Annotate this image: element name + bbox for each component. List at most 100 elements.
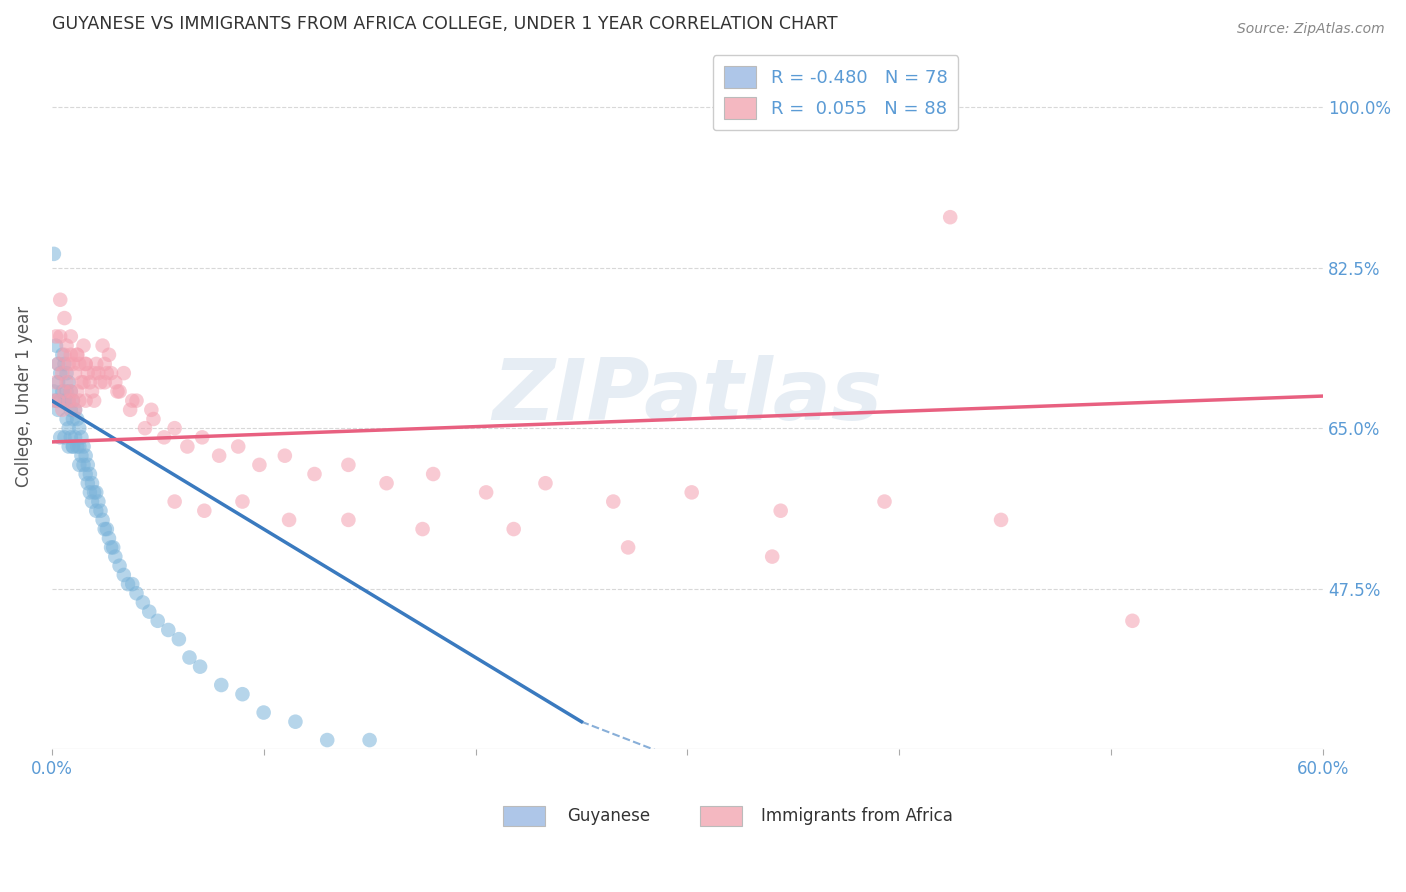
Point: [142, 412, 165, 426]
Point: [681, 485, 703, 500]
Point: [107, 384, 129, 399]
Point: [53, 348, 76, 362]
Point: [70, 449, 93, 463]
Point: [51, 348, 73, 362]
Point: [62, 393, 84, 408]
Point: [79, 376, 101, 390]
Point: [53, 430, 76, 444]
Point: [51, 384, 73, 399]
Point: [58, 393, 80, 408]
Point: [100, 366, 122, 380]
Point: [55, 366, 77, 380]
Point: [337, 513, 360, 527]
Point: [62, 440, 84, 454]
Point: [125, 586, 148, 600]
Point: [80, 476, 103, 491]
Point: [75, 357, 97, 371]
Point: [46, 357, 69, 371]
Point: [45, 338, 67, 352]
Point: [63, 402, 86, 417]
Point: [602, 494, 624, 508]
Point: [208, 449, 231, 463]
Point: [53, 357, 76, 371]
Point: [59, 384, 82, 399]
Point: [163, 421, 186, 435]
Point: [62, 440, 84, 454]
Point: [59, 384, 82, 399]
Point: [59, 348, 82, 362]
Point: [422, 467, 444, 481]
Point: [91, 338, 114, 352]
Point: [75, 357, 97, 371]
Point: [91, 513, 114, 527]
FancyBboxPatch shape: [503, 805, 546, 825]
Point: [231, 687, 253, 701]
Point: [284, 714, 307, 729]
Point: [63, 430, 86, 444]
Point: [66, 348, 89, 362]
Point: [253, 706, 276, 720]
Point: [45, 376, 67, 390]
Point: [53, 311, 76, 326]
Point: [62, 412, 84, 426]
Point: [475, 485, 498, 500]
Point: [939, 210, 962, 224]
Point: [49, 329, 72, 343]
Point: [96, 366, 118, 380]
Point: [134, 421, 156, 435]
Point: [45, 329, 67, 343]
Point: [72, 376, 94, 390]
Point: [72, 458, 94, 472]
Point: [96, 522, 118, 536]
Point: [83, 366, 105, 380]
Point: [100, 541, 122, 555]
Point: [617, 541, 640, 555]
Point: [45, 393, 67, 408]
Point: [67, 440, 90, 454]
Point: [63, 366, 86, 380]
Point: [125, 393, 148, 408]
Point: [75, 467, 97, 481]
Point: [249, 458, 271, 472]
Point: [167, 632, 190, 647]
Point: [108, 384, 131, 399]
Point: [58, 440, 80, 454]
Point: [93, 376, 115, 390]
Point: [46, 402, 69, 417]
Point: [87, 366, 110, 380]
Point: [59, 430, 82, 444]
Point: [76, 476, 98, 491]
Point: [58, 393, 80, 408]
Point: [80, 494, 103, 508]
Point: [55, 384, 77, 399]
Point: [1121, 614, 1143, 628]
Point: [66, 440, 89, 454]
Point: [76, 458, 98, 472]
Point: [63, 402, 86, 417]
Point: [79, 485, 101, 500]
Point: [58, 421, 80, 435]
Point: [59, 329, 82, 343]
Text: ZIPatlas: ZIPatlas: [492, 354, 883, 438]
Point: [990, 513, 1012, 527]
Point: [120, 402, 142, 417]
Point: [375, 476, 398, 491]
Point: [76, 366, 98, 380]
Point: [359, 733, 381, 747]
Point: [42, 393, 65, 408]
Point: [42, 247, 65, 261]
Point: [49, 393, 72, 408]
Point: [769, 504, 792, 518]
Point: [534, 476, 557, 491]
Point: [49, 293, 72, 307]
Point: [157, 623, 180, 637]
Point: [42, 384, 65, 399]
Point: [873, 494, 896, 508]
Text: GUYANESE VS IMMIGRANTS FROM AFRICA COLLEGE, UNDER 1 YEAR CORRELATION CHART: GUYANESE VS IMMIGRANTS FROM AFRICA COLLE…: [52, 15, 838, 33]
Point: [193, 504, 215, 518]
Point: [87, 494, 110, 508]
Point: [89, 376, 111, 390]
Point: [83, 393, 105, 408]
Point: [163, 494, 186, 508]
Point: [141, 402, 163, 417]
